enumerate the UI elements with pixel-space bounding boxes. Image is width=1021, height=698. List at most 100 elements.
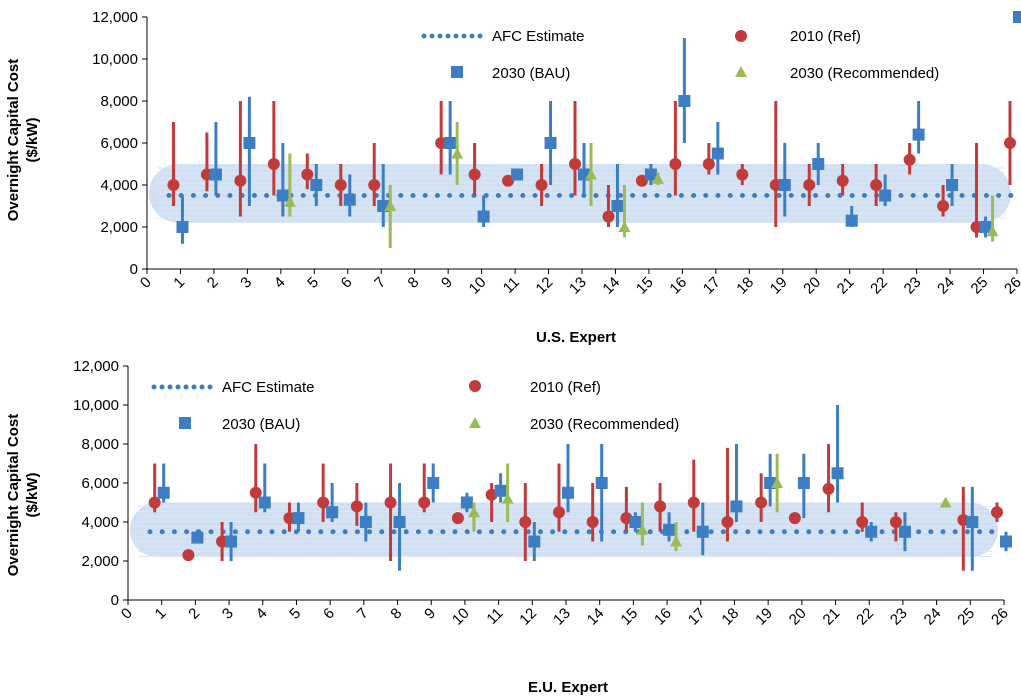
y-axis-title: Overnight Capital Cost <box>5 414 22 577</box>
x-tick-label: 21 <box>820 605 844 629</box>
legend-bau-marker <box>179 417 191 429</box>
legend-rec-marker <box>735 66 747 77</box>
ref-point <box>167 179 180 191</box>
y-tick-label: 8,000 <box>81 436 119 453</box>
bau-point <box>797 477 810 489</box>
x-tick-label: 0 <box>137 274 155 292</box>
ref-point <box>803 179 816 191</box>
x-axis: 0 1 2 3 4 5 6 7 8 9 10 11 12 13 14 15 16 17 18 19 20 21 22 23 24… <box>118 599 1012 629</box>
x-tick-label: 8 <box>387 605 405 623</box>
ref-point <box>889 516 902 528</box>
x-tick-label: 19 <box>767 274 791 298</box>
x-tick-label: 19 <box>752 605 776 629</box>
rec-point <box>636 523 649 535</box>
rec-point <box>618 221 631 232</box>
bau-point <box>444 137 457 149</box>
x-tick-label: 25 <box>968 274 992 298</box>
bau-point <box>326 506 339 519</box>
x-tick-label: 2 <box>185 605 203 623</box>
ref-point <box>903 153 916 166</box>
x-tick-label: 4 <box>253 605 271 623</box>
y-axis-title-units: ($/kW) <box>24 472 41 517</box>
x-tick-label: 9 <box>438 274 456 292</box>
ref-point <box>687 496 700 509</box>
bau-point <box>611 200 624 212</box>
bau-point <box>845 214 858 227</box>
bau-point <box>243 137 256 149</box>
ref-point <box>822 482 835 495</box>
bau-point <box>544 137 557 149</box>
ref-point <box>535 179 548 191</box>
y-axis: 0 2,000 4,000 6,000 8,000 10,000 12,000 <box>73 358 129 609</box>
x-tick-label: 23 <box>901 274 925 298</box>
rec-point <box>501 492 514 504</box>
ref-point <box>468 168 481 181</box>
x-tick-label: 5 <box>286 605 304 623</box>
ref-point <box>755 496 768 509</box>
ref-point <box>301 168 314 181</box>
data-marks <box>167 11 1021 248</box>
legend-bau-marker <box>451 66 463 78</box>
bau-point <box>343 193 356 206</box>
x-tick-label: 17 <box>685 605 709 629</box>
x-tick-label: 3 <box>219 605 237 623</box>
x-tick-label: 6 <box>320 605 338 623</box>
ref-point <box>870 179 883 191</box>
x-tick-label: 4 <box>271 274 289 292</box>
bau-point <box>157 486 170 499</box>
bau-point <box>696 525 709 538</box>
bau-point <box>1013 11 1021 23</box>
bau-point <box>176 221 189 233</box>
x-axis-title: U.S. Expert <box>536 329 616 346</box>
legend-rec-label: 2030 (Recommended) <box>530 416 679 433</box>
legend-rec-label: 2030 (Recommended) <box>790 65 939 82</box>
legend-afc-label: AFC Estimate <box>222 379 315 396</box>
x-tick-label: 18 <box>733 274 757 298</box>
x-tick-label: 10 <box>449 605 473 629</box>
x-tick-label: 20 <box>800 274 824 298</box>
y-tick-label: 6,000 <box>100 135 138 152</box>
ref-point <box>368 179 381 191</box>
y-axis-title: Overnight Capital Cost <box>5 59 22 222</box>
x-axis-title: E.U. Expert <box>528 679 608 696</box>
ref-point <box>384 496 397 509</box>
bau-point <box>359 516 372 528</box>
x-tick-label: 1 <box>170 274 188 292</box>
bau-point <box>225 535 238 548</box>
bau-point <box>1000 535 1012 548</box>
x-tick-label: 11 <box>483 605 506 628</box>
bau-point <box>898 525 911 538</box>
bau-point <box>292 512 305 525</box>
legend-bau-label: 2030 (BAU) <box>222 416 300 433</box>
x-tick-label: 7 <box>354 605 372 623</box>
ref-point <box>669 158 682 170</box>
ref-point <box>586 516 599 528</box>
data-marks <box>148 405 1012 571</box>
ref-point <box>788 512 801 525</box>
x-tick-label: 21 <box>834 274 858 298</box>
bau-point <box>393 516 406 528</box>
ref-point <box>317 496 330 509</box>
bau-point <box>427 477 440 489</box>
bau-point <box>730 500 743 513</box>
bau-point <box>562 486 574 499</box>
y-tick-label: 6,000 <box>81 475 119 492</box>
rec-point <box>771 477 784 488</box>
bau-point <box>865 525 878 538</box>
x-tick-label: 26 <box>988 605 1012 629</box>
bau-point <box>258 496 271 509</box>
x-tick-label: 10 <box>466 274 490 298</box>
bau-point <box>511 168 524 181</box>
bau-point <box>879 189 892 202</box>
rec-point <box>651 172 664 184</box>
bau-point <box>477 210 490 223</box>
x-tick-label: 25 <box>954 605 978 629</box>
x-tick-label: 16 <box>666 274 690 298</box>
bau-point <box>629 516 642 528</box>
rec-point <box>585 168 597 180</box>
x-tick-label: 12 <box>516 605 540 629</box>
ref-point <box>148 496 161 509</box>
bau-point <box>663 523 676 536</box>
x-tick-label: 13 <box>566 274 590 298</box>
